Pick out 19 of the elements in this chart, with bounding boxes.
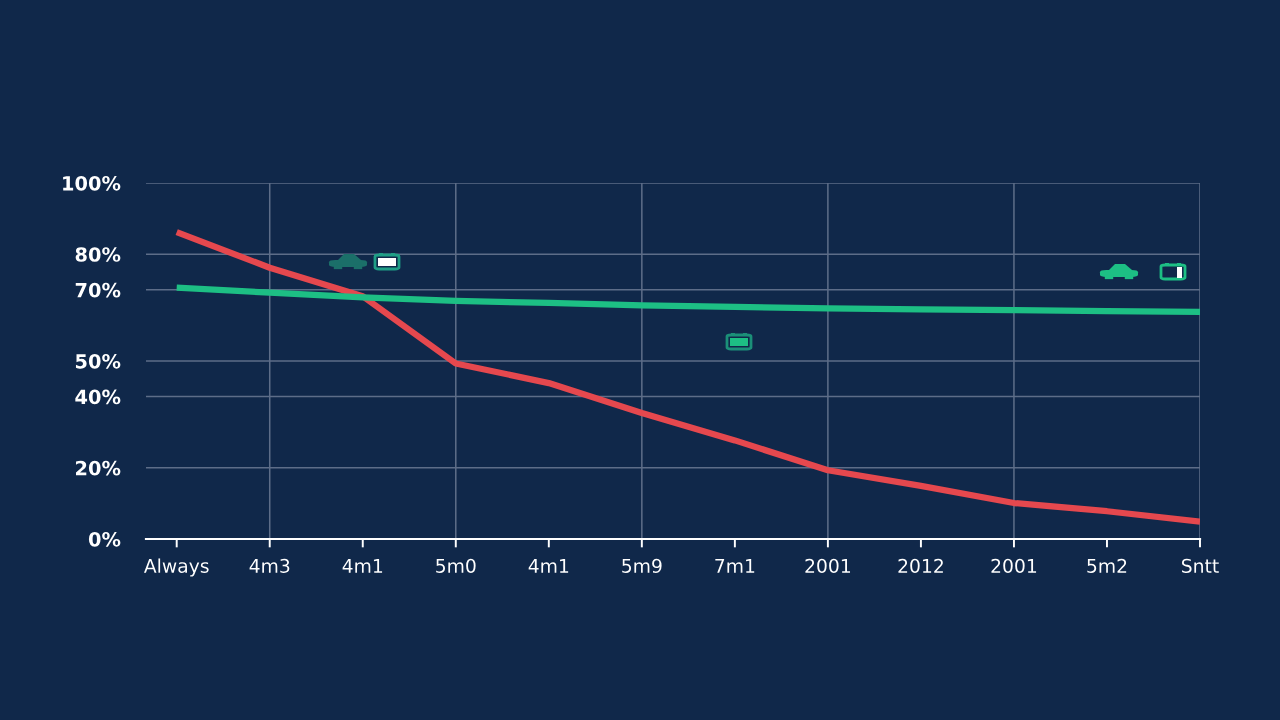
- y-tick-label: 50%: [75, 353, 121, 369]
- y-tick-label: 40%: [75, 389, 121, 405]
- x-tick-label: 5m2: [1087, 558, 1127, 573]
- y-tick-label: 0%: [88, 531, 121, 547]
- x-tick-label: 4m3: [249, 558, 290, 573]
- x-tick-label: 4m1: [528, 559, 569, 573]
- x-tick-label: 2012: [898, 558, 943, 573]
- x-tick-label: 2001: [991, 558, 1037, 573]
- x-tick-label: 5m0: [436, 558, 476, 573]
- y-tick-label: 100%: [63, 175, 121, 191]
- x-tick-label: 2001: [805, 558, 851, 573]
- x-tick-label: 4m1: [342, 559, 383, 573]
- y-tick-label: 70%: [75, 282, 121, 298]
- x-tick-label: 7m1: [715, 559, 755, 573]
- y-tick-label: 80%: [75, 247, 121, 262]
- x-tick-label: Sntt: [1181, 558, 1219, 573]
- y-tick-label: 20%: [76, 460, 121, 476]
- x-tick-label: Always: [143, 558, 209, 577]
- x-tick-label: 5m9: [622, 558, 662, 573]
